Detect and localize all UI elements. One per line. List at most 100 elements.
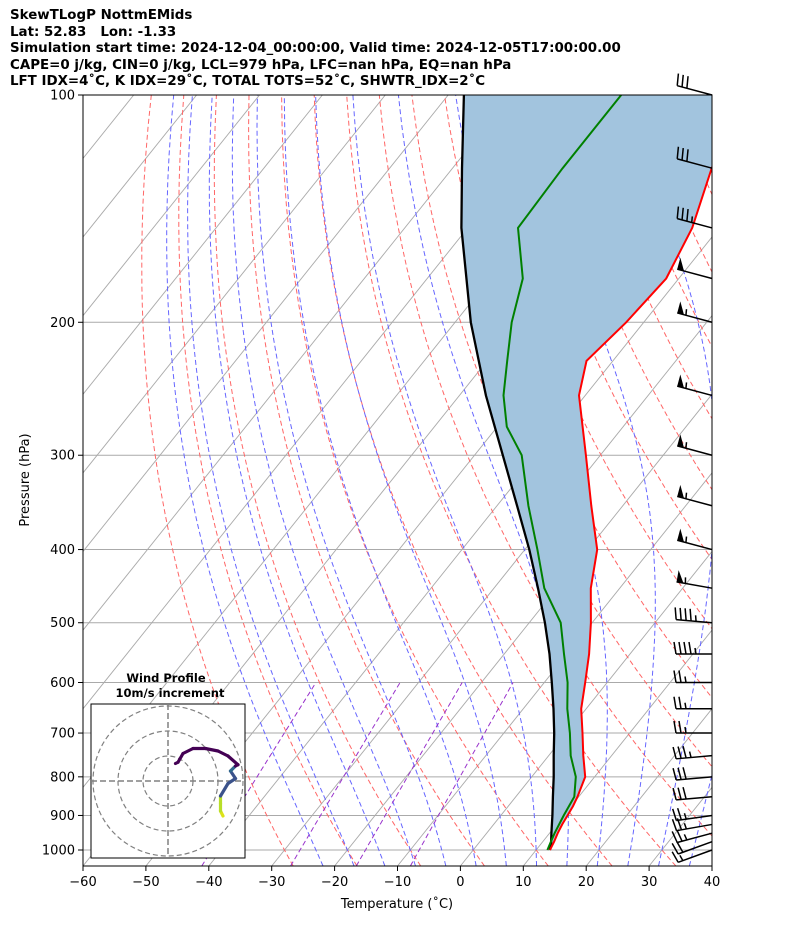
barb-full bbox=[686, 209, 689, 222]
dry-adiabat-line bbox=[574, 95, 712, 420]
barb-full bbox=[686, 76, 689, 89]
dry-adiabat-line bbox=[248, 95, 485, 866]
x-tick-label: −60 bbox=[69, 875, 96, 890]
chart-title: SkewTLogP NottmEMids bbox=[10, 8, 193, 23]
moist-adiabat-line bbox=[315, 95, 507, 866]
barb-staff bbox=[677, 840, 713, 855]
dry-adiabat-line bbox=[281, 95, 549, 866]
inset-subtitle: 10m/s increment bbox=[116, 686, 225, 700]
barb-full bbox=[672, 746, 677, 759]
wind-barb bbox=[677, 528, 713, 551]
dry-adiabat-line bbox=[704, 95, 712, 115]
x-axis-label: Temperature (˚C) bbox=[340, 896, 453, 912]
wind-barb bbox=[671, 840, 713, 855]
x-tick-label: −10 bbox=[384, 875, 411, 890]
hodograph-segment bbox=[218, 781, 230, 798]
x-tick-label: 30 bbox=[641, 875, 658, 890]
barb-full bbox=[676, 73, 680, 86]
hodograph-segment bbox=[216, 749, 230, 758]
barb-full bbox=[673, 641, 677, 655]
barb-full bbox=[673, 720, 677, 734]
isotherm-line bbox=[83, 95, 386, 474]
isotherm-line bbox=[334, 393, 712, 866]
barb-half bbox=[685, 536, 688, 543]
barb-flag bbox=[677, 484, 684, 499]
x-tick-label: 10 bbox=[515, 875, 532, 890]
barb-full bbox=[679, 607, 682, 621]
hodograph-segment bbox=[181, 746, 195, 756]
barb-full bbox=[688, 641, 692, 655]
time-line: Simulation start time: 2024-12-04_00:00:… bbox=[10, 41, 621, 57]
barb-staff bbox=[676, 814, 713, 822]
barb-full bbox=[682, 787, 687, 800]
barb-half bbox=[685, 442, 688, 449]
barb-full bbox=[678, 720, 682, 734]
barb-half bbox=[684, 702, 687, 709]
barb-staff bbox=[677, 832, 713, 844]
barb-half bbox=[679, 854, 684, 861]
wind-barb bbox=[677, 434, 713, 456]
barb-flag bbox=[676, 570, 684, 584]
barb-full bbox=[682, 745, 687, 759]
wind-barb bbox=[671, 807, 713, 822]
moist-adiabat-line bbox=[352, 95, 537, 866]
wind-profile-inset: Wind Profile 10m/s increment bbox=[90, 671, 246, 859]
barb-full bbox=[672, 768, 677, 781]
barb-full bbox=[672, 787, 677, 801]
isotherm-line bbox=[83, 95, 260, 317]
barb-staff bbox=[677, 158, 713, 169]
barb-full bbox=[676, 841, 684, 853]
dry-adiabat-line bbox=[178, 95, 358, 866]
dry-adiabat-line bbox=[770, 95, 794, 866]
barb-half bbox=[694, 647, 697, 655]
isotherm-line bbox=[711, 865, 712, 866]
moist-adiabat-line bbox=[283, 95, 477, 866]
wind-barb bbox=[676, 206, 713, 229]
barb-flag bbox=[677, 374, 684, 388]
y-axis-ticks: 100 200 300 400 500 600 700 800 900 1000 bbox=[42, 89, 83, 859]
wind-barb bbox=[674, 607, 713, 624]
hodograph-segment bbox=[173, 760, 180, 766]
wind-barb bbox=[673, 670, 712, 684]
barb-staff bbox=[676, 823, 713, 832]
barb-full bbox=[678, 641, 682, 655]
wind-barb bbox=[677, 374, 713, 397]
barb-full bbox=[673, 670, 677, 683]
barb-staff bbox=[677, 312, 713, 324]
barb-full bbox=[676, 146, 680, 159]
y-tick-label: 500 bbox=[50, 616, 75, 631]
wind-barb bbox=[672, 787, 713, 801]
dry-adiabat-line bbox=[411, 95, 712, 768]
y-tick-label: 600 bbox=[50, 676, 75, 691]
barb-full bbox=[671, 851, 679, 863]
wind-barb bbox=[672, 745, 713, 760]
barb-staff bbox=[677, 84, 713, 96]
location-line: Lat: 52.83 Lon: -1.33 bbox=[10, 24, 177, 40]
barb-full bbox=[678, 670, 682, 683]
barb-full bbox=[689, 608, 692, 621]
barb-full bbox=[681, 74, 684, 88]
x-tick-label: −20 bbox=[321, 875, 348, 890]
barb-staff bbox=[677, 849, 713, 864]
isotherm-line bbox=[522, 629, 712, 866]
y-axis-label: Pressure (hPa) bbox=[18, 433, 33, 526]
barb-full bbox=[673, 696, 677, 709]
barb-staff bbox=[677, 268, 713, 280]
barb-full bbox=[676, 829, 683, 842]
barb-flag bbox=[677, 257, 684, 271]
barb-half bbox=[690, 216, 694, 223]
wind-barb bbox=[672, 767, 713, 781]
dry-adiabat-line bbox=[141, 95, 294, 866]
moist-adiabat-line bbox=[256, 95, 447, 866]
moist-adiabat-line bbox=[720, 95, 794, 866]
barb-half bbox=[683, 834, 688, 841]
dry-adiabat-line bbox=[346, 95, 677, 866]
barb-full bbox=[682, 767, 687, 780]
dry-adiabat-line bbox=[738, 95, 794, 866]
mixing-ratio-line bbox=[290, 682, 401, 866]
barb-flag bbox=[677, 301, 684, 315]
barb-half bbox=[685, 492, 688, 499]
barb-full bbox=[678, 696, 682, 709]
barb-full bbox=[674, 607, 677, 620]
wind-barb bbox=[676, 146, 713, 169]
